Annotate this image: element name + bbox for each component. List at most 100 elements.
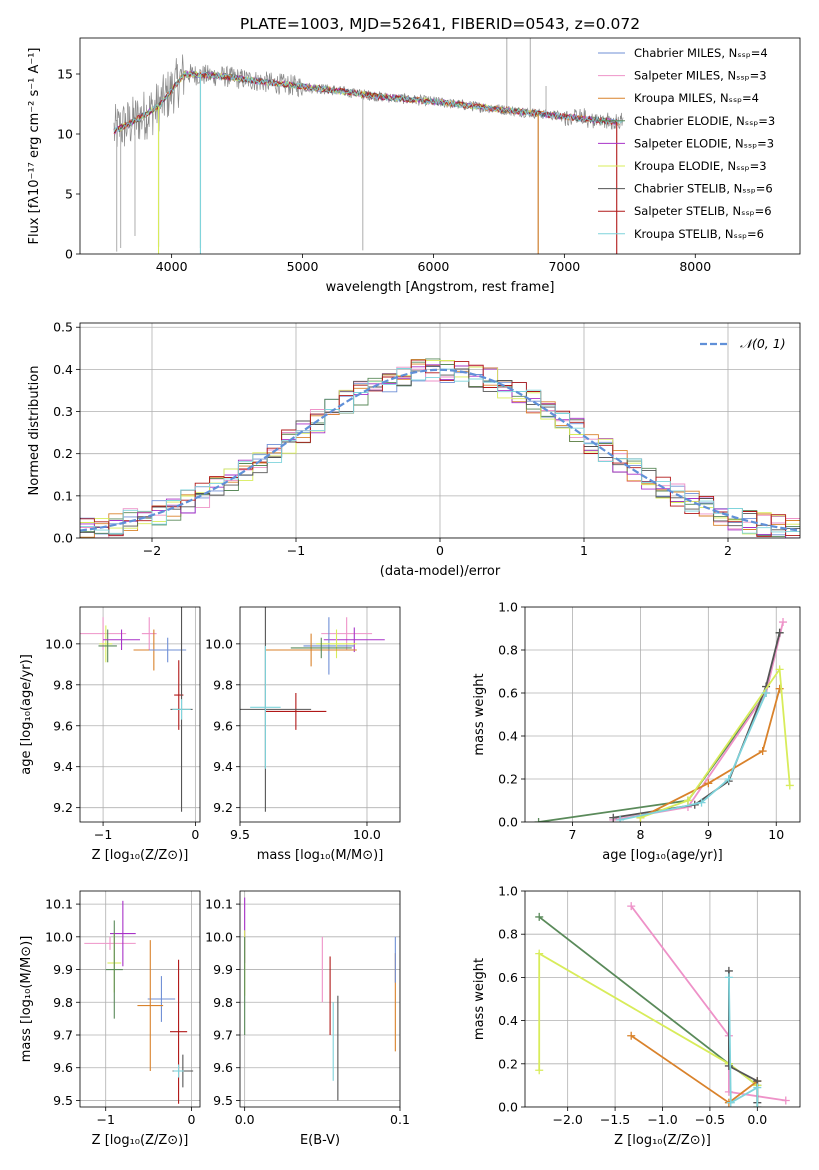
weight-marker xyxy=(758,747,767,756)
weight-line-kroupa_stelib xyxy=(728,977,759,1107)
histogram-kroupa_stelib xyxy=(80,368,800,534)
x-axis-label: mass [log₁₀(M/M⊙)] xyxy=(257,848,384,863)
weight-marker xyxy=(724,1061,733,1070)
errorbar-point xyxy=(137,940,164,1071)
histogram-kroupa_elodie xyxy=(80,358,800,535)
errorbar-point xyxy=(98,629,117,663)
y-tick-label: 5 xyxy=(65,187,73,202)
errorbar-point xyxy=(321,617,373,650)
y-tick-label: 1.0 xyxy=(498,600,518,615)
x-tick-label: 4000 xyxy=(156,259,188,274)
y-tick-label: 0.3 xyxy=(53,404,73,419)
errorbar-point xyxy=(172,699,191,720)
y-tick-label: 0.0 xyxy=(498,815,518,830)
grid xyxy=(525,891,800,1107)
y-tick-label: 1.0 xyxy=(498,884,518,899)
y-tick-label: 15 xyxy=(57,67,73,82)
weight-line-chabrier_elodie xyxy=(538,916,758,1087)
y-tick-label: 0.0 xyxy=(498,1100,518,1115)
grid xyxy=(525,607,800,822)
y-tick-label: 10.0 xyxy=(205,929,233,944)
x-tick-label: −1.5 xyxy=(600,1112,630,1127)
weight-marker xyxy=(609,813,618,822)
y-tick-label: 9.7 xyxy=(53,1028,73,1043)
x-tick-label: −1.0 xyxy=(647,1112,677,1127)
errorbar-point xyxy=(265,633,357,667)
errorbar-point xyxy=(147,976,176,1022)
y-tick-label: 9.4 xyxy=(213,759,233,774)
y-tick-label: 9.8 xyxy=(213,995,233,1010)
y-tick-label: 10 xyxy=(57,127,73,142)
y-tick-label: 0.2 xyxy=(53,446,73,461)
grid xyxy=(80,891,200,1107)
weight-marker xyxy=(753,1083,762,1092)
plot-area xyxy=(113,38,624,254)
legend-entry: 𝒩(0, 1) xyxy=(740,336,786,351)
plot-area xyxy=(240,891,400,1107)
mass-vs-metallicity-panel: −1 0 9.5 9.6 9.7 9.8 9.9 10.0 10.1 Z [log₁₀(Z/Z⊙)… xyxy=(19,890,201,1148)
x-tick-label: 6000 xyxy=(418,259,450,274)
weight-marker xyxy=(785,781,794,790)
age-vs-metallicity-panel: −1 0 9.2 9.4 9.6 9.8 10.0 Z [log₁₀(Z/Z⊙)] age [l… xyxy=(19,606,201,863)
weight-marker xyxy=(535,949,544,958)
y-axis-label: mass [log₁₀(M/M⊙)] xyxy=(19,936,34,1063)
legend: 𝒩(0, 1) xyxy=(700,336,786,351)
model-spectrum-salpeter_stelib xyxy=(113,71,618,134)
y-tick-label: 0.8 xyxy=(498,927,518,942)
axes-frame xyxy=(239,606,401,823)
y-tick-label: 9.8 xyxy=(53,677,73,692)
x-tick-label: 8000 xyxy=(679,259,711,274)
y-tick-label: 0.0 xyxy=(53,531,73,546)
errorbar-point xyxy=(173,1064,184,1078)
y-axis-label: mass weight xyxy=(472,958,487,1040)
plot-area xyxy=(80,323,800,538)
weight-marker xyxy=(781,1096,790,1105)
y-tick-label: 9.5 xyxy=(213,1093,233,1108)
errorbar-point xyxy=(103,629,140,650)
y-tick-label: 9.6 xyxy=(213,718,233,733)
y-axis-label: age [log₁₀(age/yr)] xyxy=(19,654,34,775)
errorbar-point xyxy=(316,629,357,659)
errorbar-point xyxy=(84,936,136,950)
grid xyxy=(240,891,400,1107)
y-tick-label: 10.0 xyxy=(45,929,73,944)
legend-entry: Salpeter STELIB, Nₛₛₚ=6 xyxy=(634,204,772,218)
plot-area xyxy=(80,891,200,1107)
weight-line-kroupa_stelib xyxy=(619,692,767,821)
x-tick-label: 9.5 xyxy=(230,827,250,842)
axes-frame xyxy=(79,37,801,255)
y-tick-label: 0.4 xyxy=(53,362,73,377)
y-tick-label: 9.6 xyxy=(53,718,73,733)
errorbar-point xyxy=(323,627,385,653)
axes-frame xyxy=(79,322,801,539)
legend-entry: Chabrier ELODIE, Nₛₛₚ=3 xyxy=(634,114,775,128)
x-tick-label: 7 xyxy=(569,827,577,842)
weight-marker xyxy=(616,815,625,822)
legend-entry: Salpeter MILES, Nₛₛₚ=3 xyxy=(634,69,767,83)
x-tick-label: 0.1 xyxy=(390,1112,410,1127)
axes-frame xyxy=(79,606,201,823)
weight-marker xyxy=(762,689,771,697)
legend-entry: Kroupa ELODIE, Nₛₛₚ=3 xyxy=(634,159,767,173)
x-tick-label: 5000 xyxy=(287,259,319,274)
y-tick-label: 9.8 xyxy=(213,677,233,692)
x-axis-label: E(B-V) xyxy=(300,1133,340,1148)
y-tick-label: 0.6 xyxy=(498,686,518,701)
y-tick-label: 0 xyxy=(65,247,73,262)
x-tick-label: 0.0 xyxy=(235,1112,255,1127)
model-spectrum-kroupa_stelib xyxy=(113,71,624,133)
errorbar-point xyxy=(290,637,352,659)
mass-weight-vs-age-panel: 7 8 9 10 0.0 0.2 0.4 0.6 0.8 1.0 age [log₁₀(age/yr… xyxy=(472,600,801,863)
weight-marker xyxy=(534,818,543,822)
y-tick-label: 9.9 xyxy=(213,962,233,977)
legend-entry: Kroupa STELIB, Nₛₛₚ=6 xyxy=(634,227,764,241)
errorbar-point xyxy=(265,693,327,730)
x-tick-label: −1 xyxy=(287,543,305,558)
x-tick-label: 10.0 xyxy=(353,827,381,842)
x-axis-label: Z [log₁₀(Z/Z⊙)] xyxy=(92,1133,189,1148)
weight-line-kroupa_elodie xyxy=(640,666,791,819)
y-tick-label: 9.5 xyxy=(53,1093,73,1108)
errorbar-point xyxy=(99,625,113,663)
errorbar-point xyxy=(303,617,355,675)
y-tick-label: 9.4 xyxy=(53,759,73,774)
